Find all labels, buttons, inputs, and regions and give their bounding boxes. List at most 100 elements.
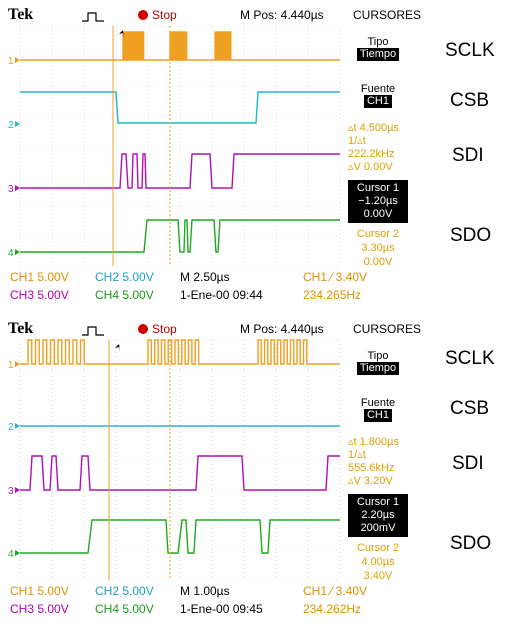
run-state-label: Stop: [152, 322, 177, 336]
trigger-point-icon: [119, 30, 124, 38]
cursor1-time: −1.20µs: [358, 195, 398, 207]
ch1-marker: 1: [8, 360, 14, 371]
ch1-marker-arrow: [15, 361, 20, 367]
cursor2-menu-item[interactable]: Cursor 2 3.30µs 0.00V: [342, 227, 414, 269]
menu-title: CURSORES: [353, 8, 422, 22]
ch3-scale: CH3 5.00V: [10, 602, 69, 616]
tipo-value: Tiempo: [356, 48, 400, 61]
fuente-menu-item[interactable]: Fuente CH1: [342, 397, 414, 422]
cursor1-title: Cursor 1: [356, 496, 400, 508]
stop-indicator-icon: [138, 324, 148, 334]
fuente-value: CH1: [363, 409, 392, 422]
stop-indicator-icon: [138, 10, 148, 20]
signal-label-sclk: SCLK: [445, 40, 495, 61]
fuente-menu-item[interactable]: Fuente CH1: [342, 83, 414, 108]
tipo-label: Tipo: [367, 36, 389, 48]
signal-label-sclk: SCLK: [445, 348, 495, 369]
ch2-scale: CH2 5.00V: [95, 270, 154, 284]
cursor2-title: Cursor 2: [356, 542, 400, 554]
signal-label-sdo: SDO: [450, 225, 492, 246]
ch3-marker-arrow: [15, 185, 20, 191]
ch1-marker-arrow: [15, 57, 20, 63]
status-bar: CH1 5.00V CH2 5.00V M 2.50µs CH1 ∕ 3.40V…: [0, 266, 415, 310]
delta-voltage: ▵V 0.00V: [348, 161, 393, 173]
fuente-value: CH1: [363, 95, 392, 108]
inverse-delta-freq: 1/▵t 555.6kHz: [348, 449, 395, 474]
ch4-trace: [20, 519, 340, 554]
scope-panel-top: Tek Stop M Pos: 4.440µs CURSORES 1 2 3 4 Ti…: [0, 4, 421, 310]
ch4-trace: [20, 219, 340, 253]
ch3-marker: 3: [8, 184, 14, 195]
trigger-pulse-icon: [82, 10, 104, 28]
delta-voltage: ▵V 3.20V: [348, 475, 393, 487]
ch2-scale: CH2 5.00V: [95, 584, 154, 598]
waveform-display: 1 2 3 4: [8, 339, 341, 581]
ch4-marker-arrow: [15, 249, 20, 255]
signal-label-sdi: SDI: [452, 145, 484, 166]
tipo-menu-item[interactable]: Tipo Tiempo: [342, 350, 414, 375]
ch2-marker-arrow: [15, 121, 20, 127]
cursor2-time: 4.00µs: [361, 556, 395, 568]
timebase-readout: M 2.50µs: [180, 270, 230, 284]
inverse-delta-freq: 1/▵t 222.2kHz: [348, 135, 395, 160]
cursor-delta-readouts: ▵t 1.800µs 1/▵t 555.6kHz ▵V 3.20V: [342, 436, 414, 488]
cursor1-title: Cursor 1: [356, 182, 400, 194]
cursor2-time: 3.30µs: [361, 242, 395, 254]
tipo-menu-item[interactable]: Tipo Tiempo: [342, 36, 414, 61]
ch2-marker-arrow: [15, 423, 20, 429]
cursor1-box: Cursor 1 2.20µs 200mV: [348, 494, 408, 537]
signal-label-csb: CSB: [450, 398, 490, 419]
ch3-marker: 3: [8, 486, 14, 497]
cursor-delta-readouts: ▵t 4.500µs 1/▵t 222.2kHz ▵V 0.00V: [342, 122, 414, 174]
waveform-svg: 1 2 3 4: [8, 25, 341, 267]
ch3-scale: CH3 5.00V: [10, 288, 69, 302]
ch1-trace: [20, 31, 340, 61]
ch1-scale: CH1 5.00V: [10, 270, 69, 284]
cursor1-time: 2.20µs: [361, 509, 395, 521]
tipo-value: Tiempo: [356, 362, 400, 375]
ch4-scale: CH4 5.00V: [95, 288, 154, 302]
fuente-label: Fuente: [360, 397, 396, 409]
cursor1-volt: 200mV: [360, 522, 396, 534]
trigger-readout: CH1 ∕ 3.40V: [303, 270, 368, 284]
run-state-label: Stop: [152, 8, 177, 22]
brand-logo: Tek: [8, 6, 34, 23]
ch4-marker: 4: [8, 248, 14, 259]
cursor2-volt: 3.40V: [363, 570, 393, 582]
ch1-scale: CH1 5.00V: [10, 584, 69, 598]
cursor2-menu-item[interactable]: Cursor 2 4.00µs 3.40V: [342, 541, 414, 583]
signal-label-csb: CSB: [450, 90, 490, 111]
ch3-marker-arrow: [15, 487, 20, 493]
ch1-trace: [20, 339, 340, 365]
ch2-marker: 2: [8, 120, 14, 131]
menu-title: CURSORES: [353, 322, 422, 336]
trigger-point-icon: [115, 344, 120, 352]
status-bar: CH1 5.00V CH2 5.00V M 1.00µs CH1 ∕ 3.40V…: [0, 580, 415, 624]
date-time: 1-Ene-00 09:44: [180, 288, 263, 302]
brand-logo: Tek: [8, 320, 34, 337]
scope-panel-bottom: Tek Stop M Pos: 4.440µs CURSORES 1 2 3 4 Ti…: [0, 318, 421, 624]
ch4-marker-arrow: [15, 550, 20, 556]
cursor1-menu-item[interactable]: Cursor 1 2.20µs 200mV: [342, 494, 414, 537]
date-time: 1-Ene-00 09:45: [180, 602, 263, 616]
signal-label-sdi: SDI: [452, 453, 484, 474]
delta-time: ▵t 1.800µs: [348, 436, 399, 448]
frequency-readout: 234.262Hz: [303, 602, 362, 616]
frequency-readout: 234.265Hz: [303, 288, 362, 302]
scope-top-bar: Tek Stop M Pos: 4.440µs CURSORES: [0, 318, 421, 342]
cursor1-menu-item[interactable]: Cursor 1 −1.20µs 0.00V: [342, 180, 414, 223]
waveform-svg: 1 2 3 4: [8, 339, 341, 581]
ch2-trace: [20, 91, 340, 124]
m-pos-readout: M Pos: 4.440µs: [240, 8, 324, 22]
fuente-label: Fuente: [360, 83, 396, 95]
cursor2-volt: 0.00V: [363, 256, 393, 268]
timebase-readout: M 1.00µs: [180, 584, 230, 598]
trigger-pulse-icon: [82, 324, 104, 342]
ch1-marker: 1: [8, 56, 14, 67]
ch3-trace: [20, 153, 340, 189]
signal-label-sdo: SDO: [450, 533, 492, 554]
trigger-readout: CH1 ∕ 3.40V: [303, 584, 368, 598]
m-pos-readout: M Pos: 4.440µs: [240, 322, 324, 336]
ch2-marker: 2: [8, 422, 14, 433]
cursor1-volt: 0.00V: [363, 208, 393, 220]
